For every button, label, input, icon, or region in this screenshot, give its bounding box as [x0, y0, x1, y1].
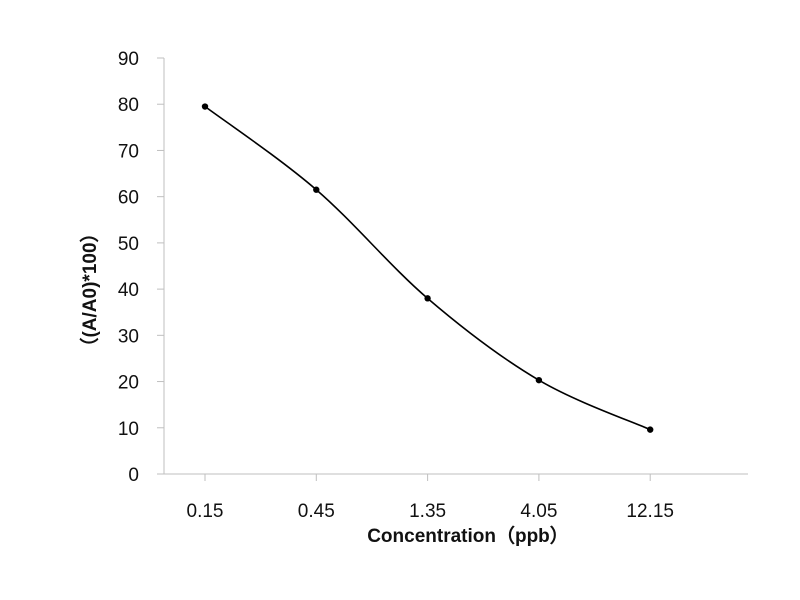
y-tick-label: 80	[118, 95, 139, 116]
y-tick-label: 30	[118, 326, 139, 347]
y-axis-title: （(A/A0)*100）	[78, 223, 101, 356]
x-tick-label: 4.05	[520, 501, 557, 522]
data-point	[201, 103, 209, 110]
y-tick-label: 60	[118, 188, 139, 209]
data-point	[313, 186, 320, 193]
y-tick-label: 50	[118, 234, 139, 255]
x-tick-label: 12.15	[626, 501, 674, 522]
y-tick-label: 90	[118, 49, 139, 70]
chart-axes: 0 10 20 30 40 50 60 70 80 90 0.15 0.45 1.35 4.05 12.15	[118, 49, 748, 522]
y-tick-label: 10	[118, 419, 139, 440]
x-axis-title: Concentration（ppb）	[367, 524, 569, 547]
y-tick-label: 0	[128, 465, 139, 486]
data-point	[647, 426, 654, 433]
y-tick-label: 40	[118, 280, 139, 301]
y-tick-label: 70	[118, 141, 139, 162]
x-tick-label: 1.35	[409, 501, 446, 522]
data-point	[424, 295, 431, 302]
series-line	[204, 105, 651, 431]
data-point	[535, 376, 543, 384]
x-tick-label: 0.15	[187, 501, 224, 522]
x-tick-label: 0.45	[298, 501, 335, 522]
y-tick-label: 20	[118, 373, 139, 394]
chart-marks	[201, 103, 654, 433]
